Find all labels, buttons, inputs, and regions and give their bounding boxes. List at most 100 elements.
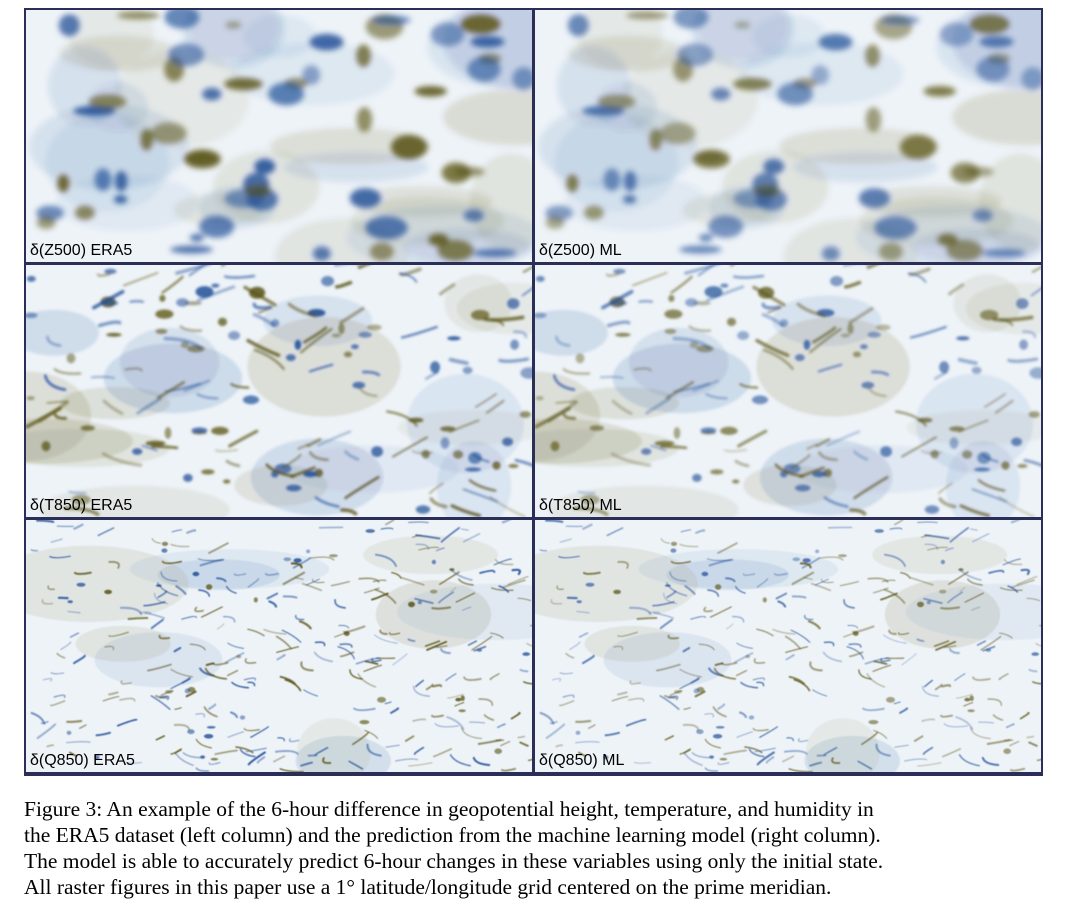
field-streak [756, 628, 774, 637]
field-streak [550, 599, 563, 605]
field-streak [963, 702, 974, 707]
field-streak [446, 716, 465, 731]
field-streak [124, 367, 143, 372]
field-blob [183, 473, 193, 482]
field-wash [535, 545, 698, 622]
field-blob [737, 331, 750, 340]
field-blob [468, 452, 482, 464]
field-streak [513, 330, 528, 339]
field-streak [670, 560, 692, 565]
field-blob [206, 726, 216, 729]
field-wash [26, 418, 133, 464]
field-streak [682, 723, 700, 731]
field-blob [626, 11, 669, 20]
field-streak [359, 387, 378, 398]
field-streak [150, 695, 171, 710]
field-streak [198, 589, 211, 597]
field-streak [490, 587, 514, 591]
field-streak [858, 669, 872, 680]
field-blob [613, 589, 621, 595]
field-blob [183, 149, 221, 169]
field-blob [861, 381, 875, 389]
field-streak [435, 547, 445, 552]
field-blob [613, 268, 626, 274]
field-streak [734, 459, 750, 468]
field-streak [489, 495, 526, 517]
field-streak [139, 611, 152, 614]
field-streak [706, 558, 732, 562]
field-streak [562, 413, 577, 420]
field-streak [73, 571, 92, 575]
field-streak [704, 713, 714, 718]
field-blob [615, 332, 631, 337]
field-streak [491, 319, 505, 327]
field-blob [150, 122, 187, 144]
caption-line: All raster figures in this paper use a 1… [24, 875, 832, 899]
field-blob [113, 195, 128, 204]
field-streak [230, 383, 250, 389]
field-streak [617, 631, 638, 637]
field-streak [849, 508, 867, 516]
field-streak [638, 300, 653, 303]
field-streak [628, 697, 645, 702]
field-blob [792, 557, 801, 562]
field-streak [301, 582, 323, 592]
field-streak [819, 556, 844, 561]
field-blob [838, 554, 847, 558]
field-blob [673, 10, 709, 29]
field-blob [868, 720, 879, 725]
field-streak [684, 265, 720, 275]
field-streak [970, 606, 981, 611]
field-streak [411, 449, 434, 455]
field-streak [40, 720, 49, 725]
field-streak [355, 657, 381, 665]
field-streak [408, 762, 433, 767]
field-wash [978, 153, 1041, 252]
field-streak [1039, 624, 1041, 627]
field-streak [669, 690, 683, 696]
field-blob [693, 688, 700, 694]
field-streak [268, 600, 278, 608]
field-streak [173, 646, 182, 653]
field-streak [917, 762, 942, 767]
field-wash [469, 153, 532, 252]
field-streak [545, 520, 564, 523]
field-streak [909, 325, 947, 339]
field-streak [337, 646, 355, 660]
field-blob [535, 312, 547, 319]
field-blob [972, 209, 993, 222]
field-streak [226, 669, 239, 677]
field-blob [962, 450, 973, 459]
field-streak [73, 523, 84, 530]
field-streak [463, 676, 482, 681]
field-streak [679, 543, 699, 548]
field-blob [664, 309, 683, 319]
field-streak [784, 749, 808, 755]
field-streak [247, 628, 265, 637]
field-map [26, 10, 532, 262]
field-streak [872, 664, 892, 672]
field-streak [439, 648, 451, 655]
field-streak [667, 634, 680, 640]
field-streak [224, 274, 256, 279]
field-streak [185, 690, 197, 698]
field-blob [41, 441, 51, 452]
field-streak [632, 272, 668, 287]
field-streak [682, 646, 691, 653]
field-streak [587, 724, 596, 729]
field-streak [163, 336, 202, 350]
field-blob [679, 245, 722, 254]
field-streak [799, 562, 812, 569]
field-blob [294, 339, 302, 350]
field-streak [449, 754, 471, 767]
field-map [535, 520, 1041, 772]
field-wash [269, 127, 431, 165]
field-streak [752, 285, 786, 307]
field-streak [777, 600, 787, 608]
field-streak [123, 272, 159, 287]
field-blob [818, 33, 853, 51]
field-blob [358, 331, 372, 338]
field-blob [576, 600, 582, 604]
field-streak [1000, 319, 1014, 327]
field-blob [762, 597, 767, 603]
